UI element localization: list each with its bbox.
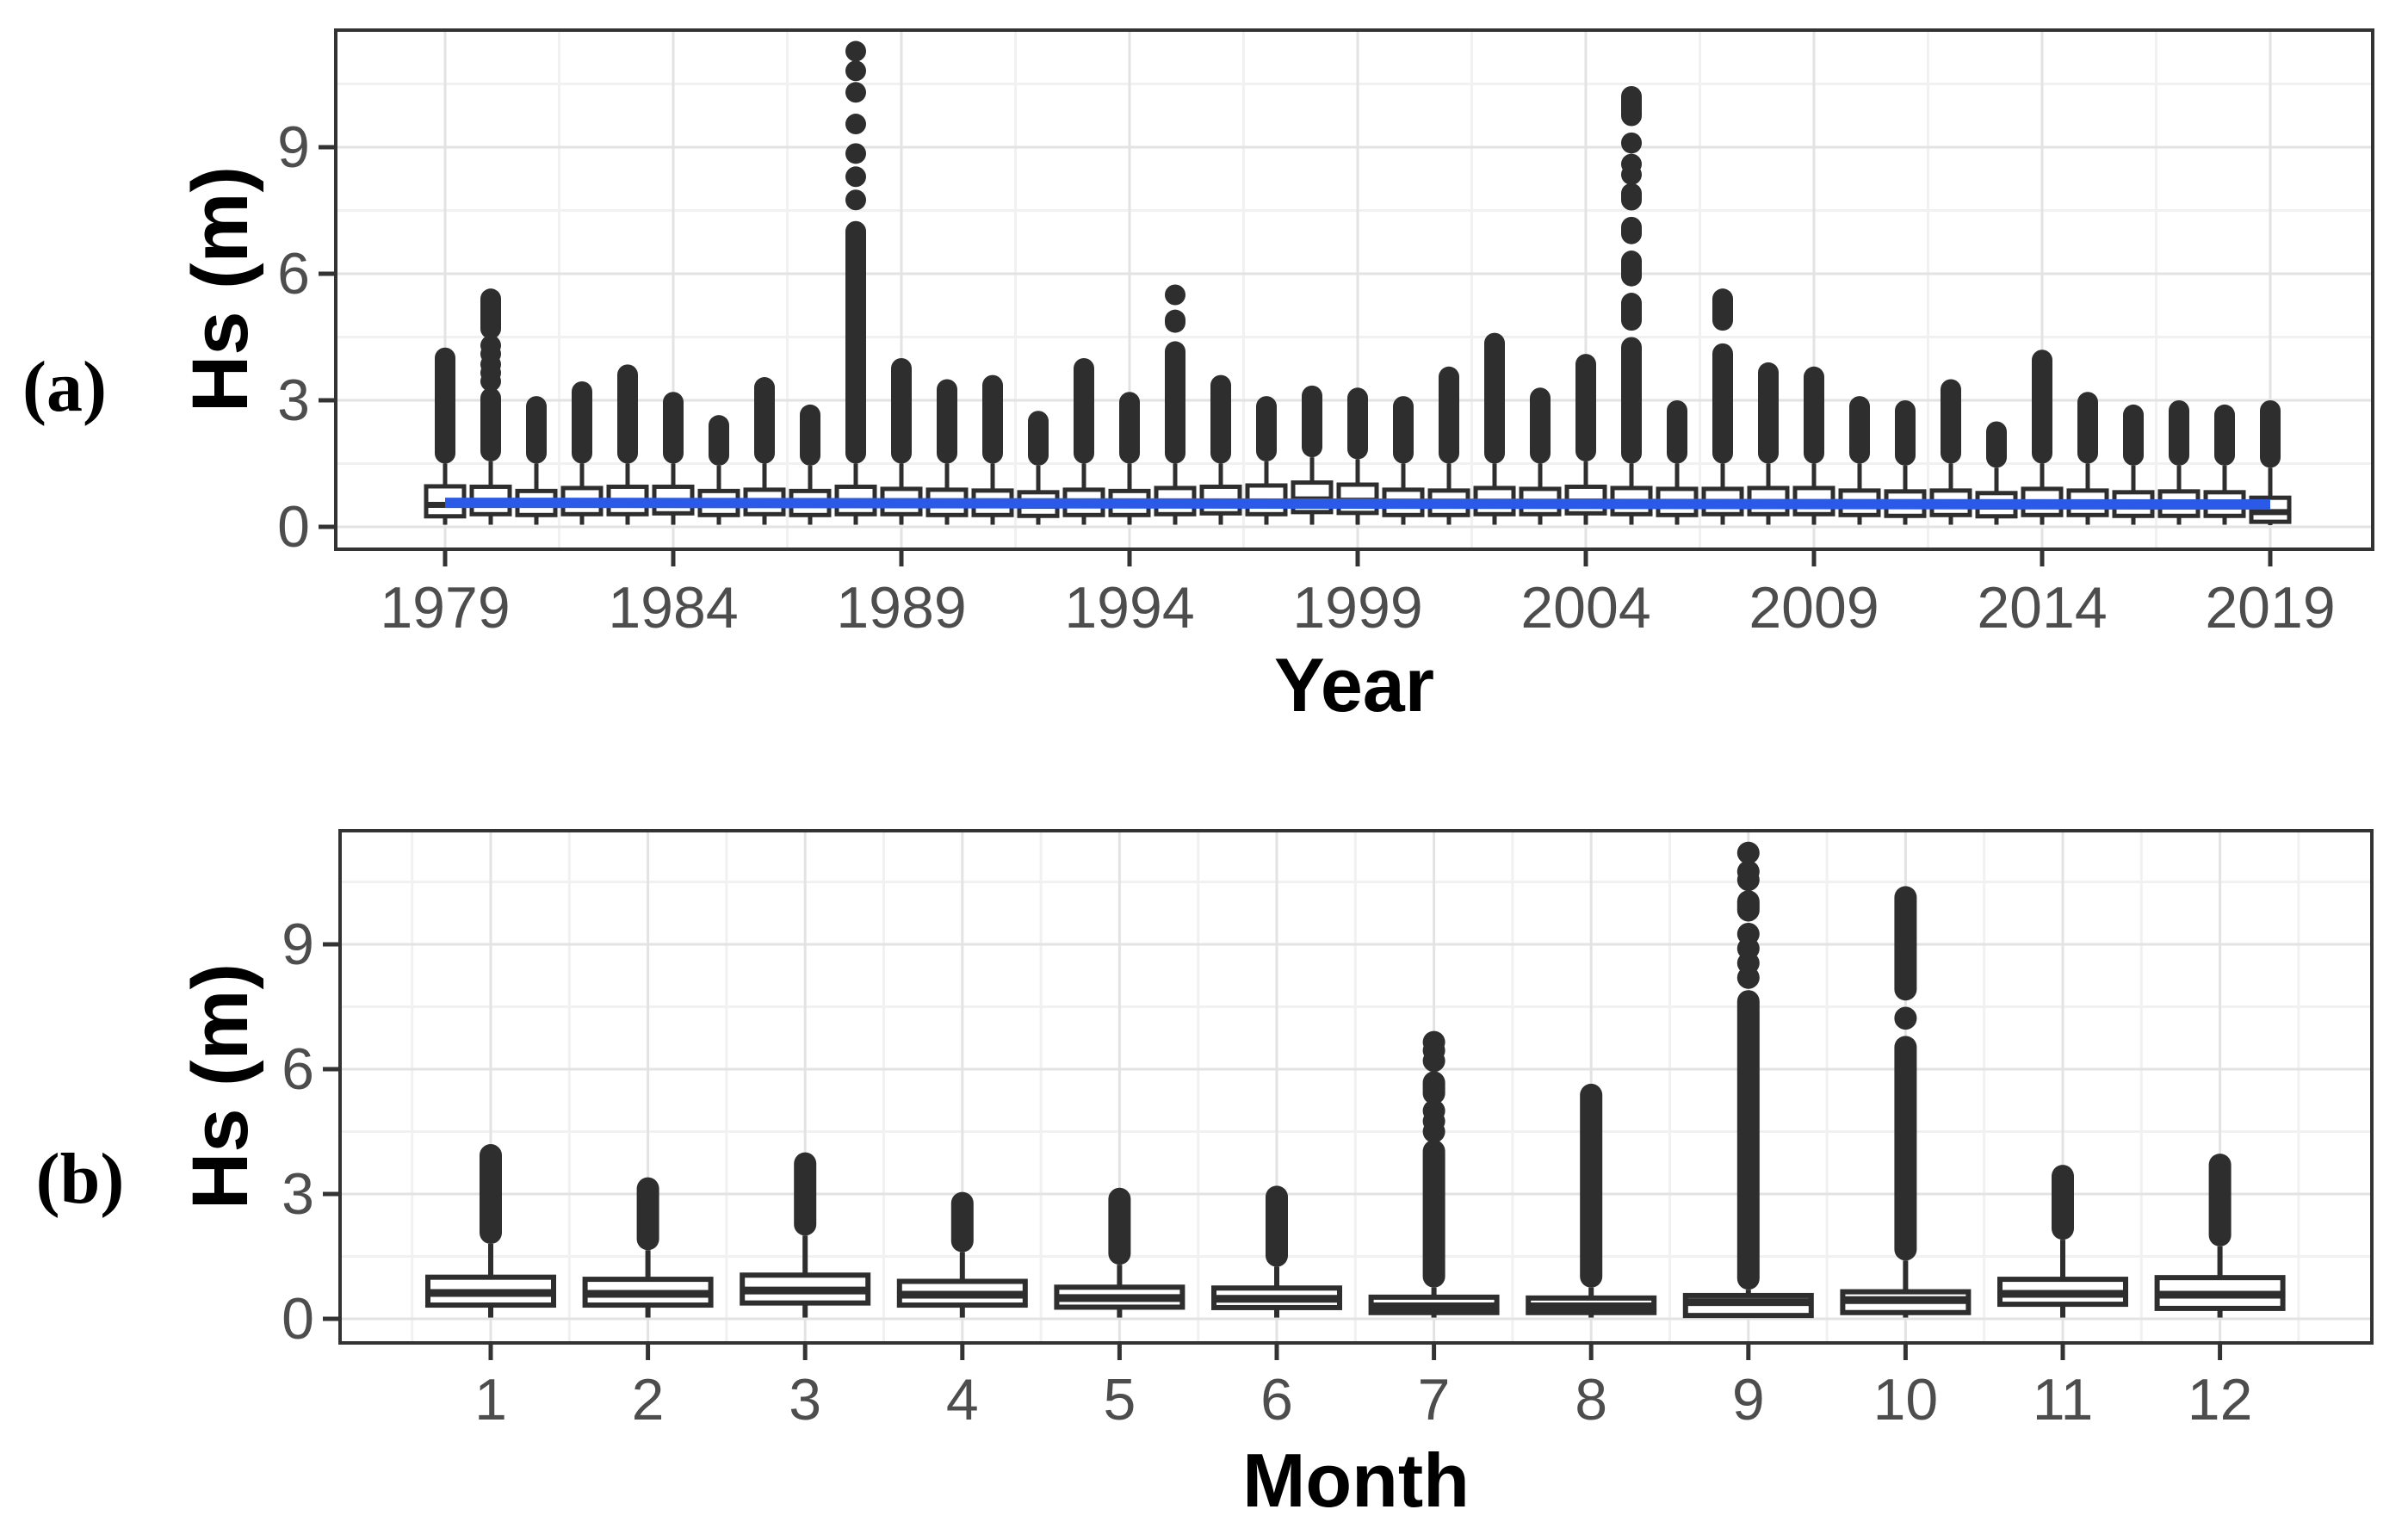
x-tick-1984: 1984 [608,575,739,640]
panel-a-y-axis-title: Hs (m) [176,165,264,413]
boxplot-month-6 [1211,1185,1342,1318]
x-tick-2: 2 [631,1367,665,1432]
panel-b-x-axis-title: Month [1242,1438,1470,1523]
boxplot-month-2 [582,1177,714,1318]
y-tick-(a)-0: 0 [277,494,310,560]
y-tick-(b)-9: 9 [282,912,314,978]
x-tick-11: 11 [2032,1367,2094,1432]
x-tick-3: 3 [789,1367,822,1432]
x-tick-2014: 2014 [1977,575,2108,640]
panel-(b) [323,829,2374,1360]
x-tick-1979: 1979 [380,575,511,640]
x-tick-2004: 2004 [1520,575,1651,640]
x-tick-2009: 2009 [1749,575,1879,640]
panel-b-y-axis-title: Hs (m) [176,962,264,1210]
panel-a-x-axis-title: Year [1274,642,1434,727]
x-tick-8: 8 [1575,1367,1608,1432]
x-tick-4: 4 [945,1367,979,1432]
x-tick-1994: 1994 [1064,575,1195,640]
x-tick-10: 10 [1873,1367,1939,1432]
boxplot-month-9 [1682,841,1814,1319]
x-tick-9: 9 [1731,1367,1765,1432]
y-tick-(b)-0: 0 [282,1286,314,1352]
x-tick-1989: 1989 [836,575,967,640]
x-tick-5: 5 [1103,1367,1136,1432]
boxplot-month-1 [425,1144,556,1318]
grid-minor [340,831,2372,1343]
grid-minor [336,30,2373,549]
x-tick-2019: 2019 [2205,575,2336,640]
boxplot-month-8 [1526,1083,1657,1318]
boxplot-month-4 [896,1191,1028,1318]
x-tick-1999: 1999 [1292,575,1423,640]
panel-b-tag: (b) [35,1139,125,1219]
boxplot-year-2007 [1701,288,1744,525]
trend-line [444,498,2271,510]
boxplot-month-5 [1054,1187,1185,1318]
panel-border [338,829,2374,1345]
boxplot-month-12 [2154,1154,2286,1318]
panel-border [334,28,2374,551]
y-tick-(b)-6: 6 [282,1036,314,1103]
y-tick-(b)-3: 3 [282,1161,314,1227]
boxplot-month-3 [740,1152,871,1318]
y-tick-(a)-3: 3 [277,368,310,433]
y-tick-(a)-9: 9 [277,114,310,180]
boxplot-month-7 [1368,1030,1500,1318]
x-tick-7: 7 [1417,1367,1451,1432]
x-tick-12: 12 [2187,1367,2253,1432]
x-tick-6: 6 [1260,1367,1293,1432]
panel-(a) [319,28,2374,566]
x-tick-1: 1 [474,1367,507,1432]
boxplot-month-11 [1997,1165,2128,1318]
boxplot-month-10 [1840,886,1972,1318]
y-tick-(a)-6: 6 [277,241,310,306]
panel-a-tag: (a) [22,347,107,427]
